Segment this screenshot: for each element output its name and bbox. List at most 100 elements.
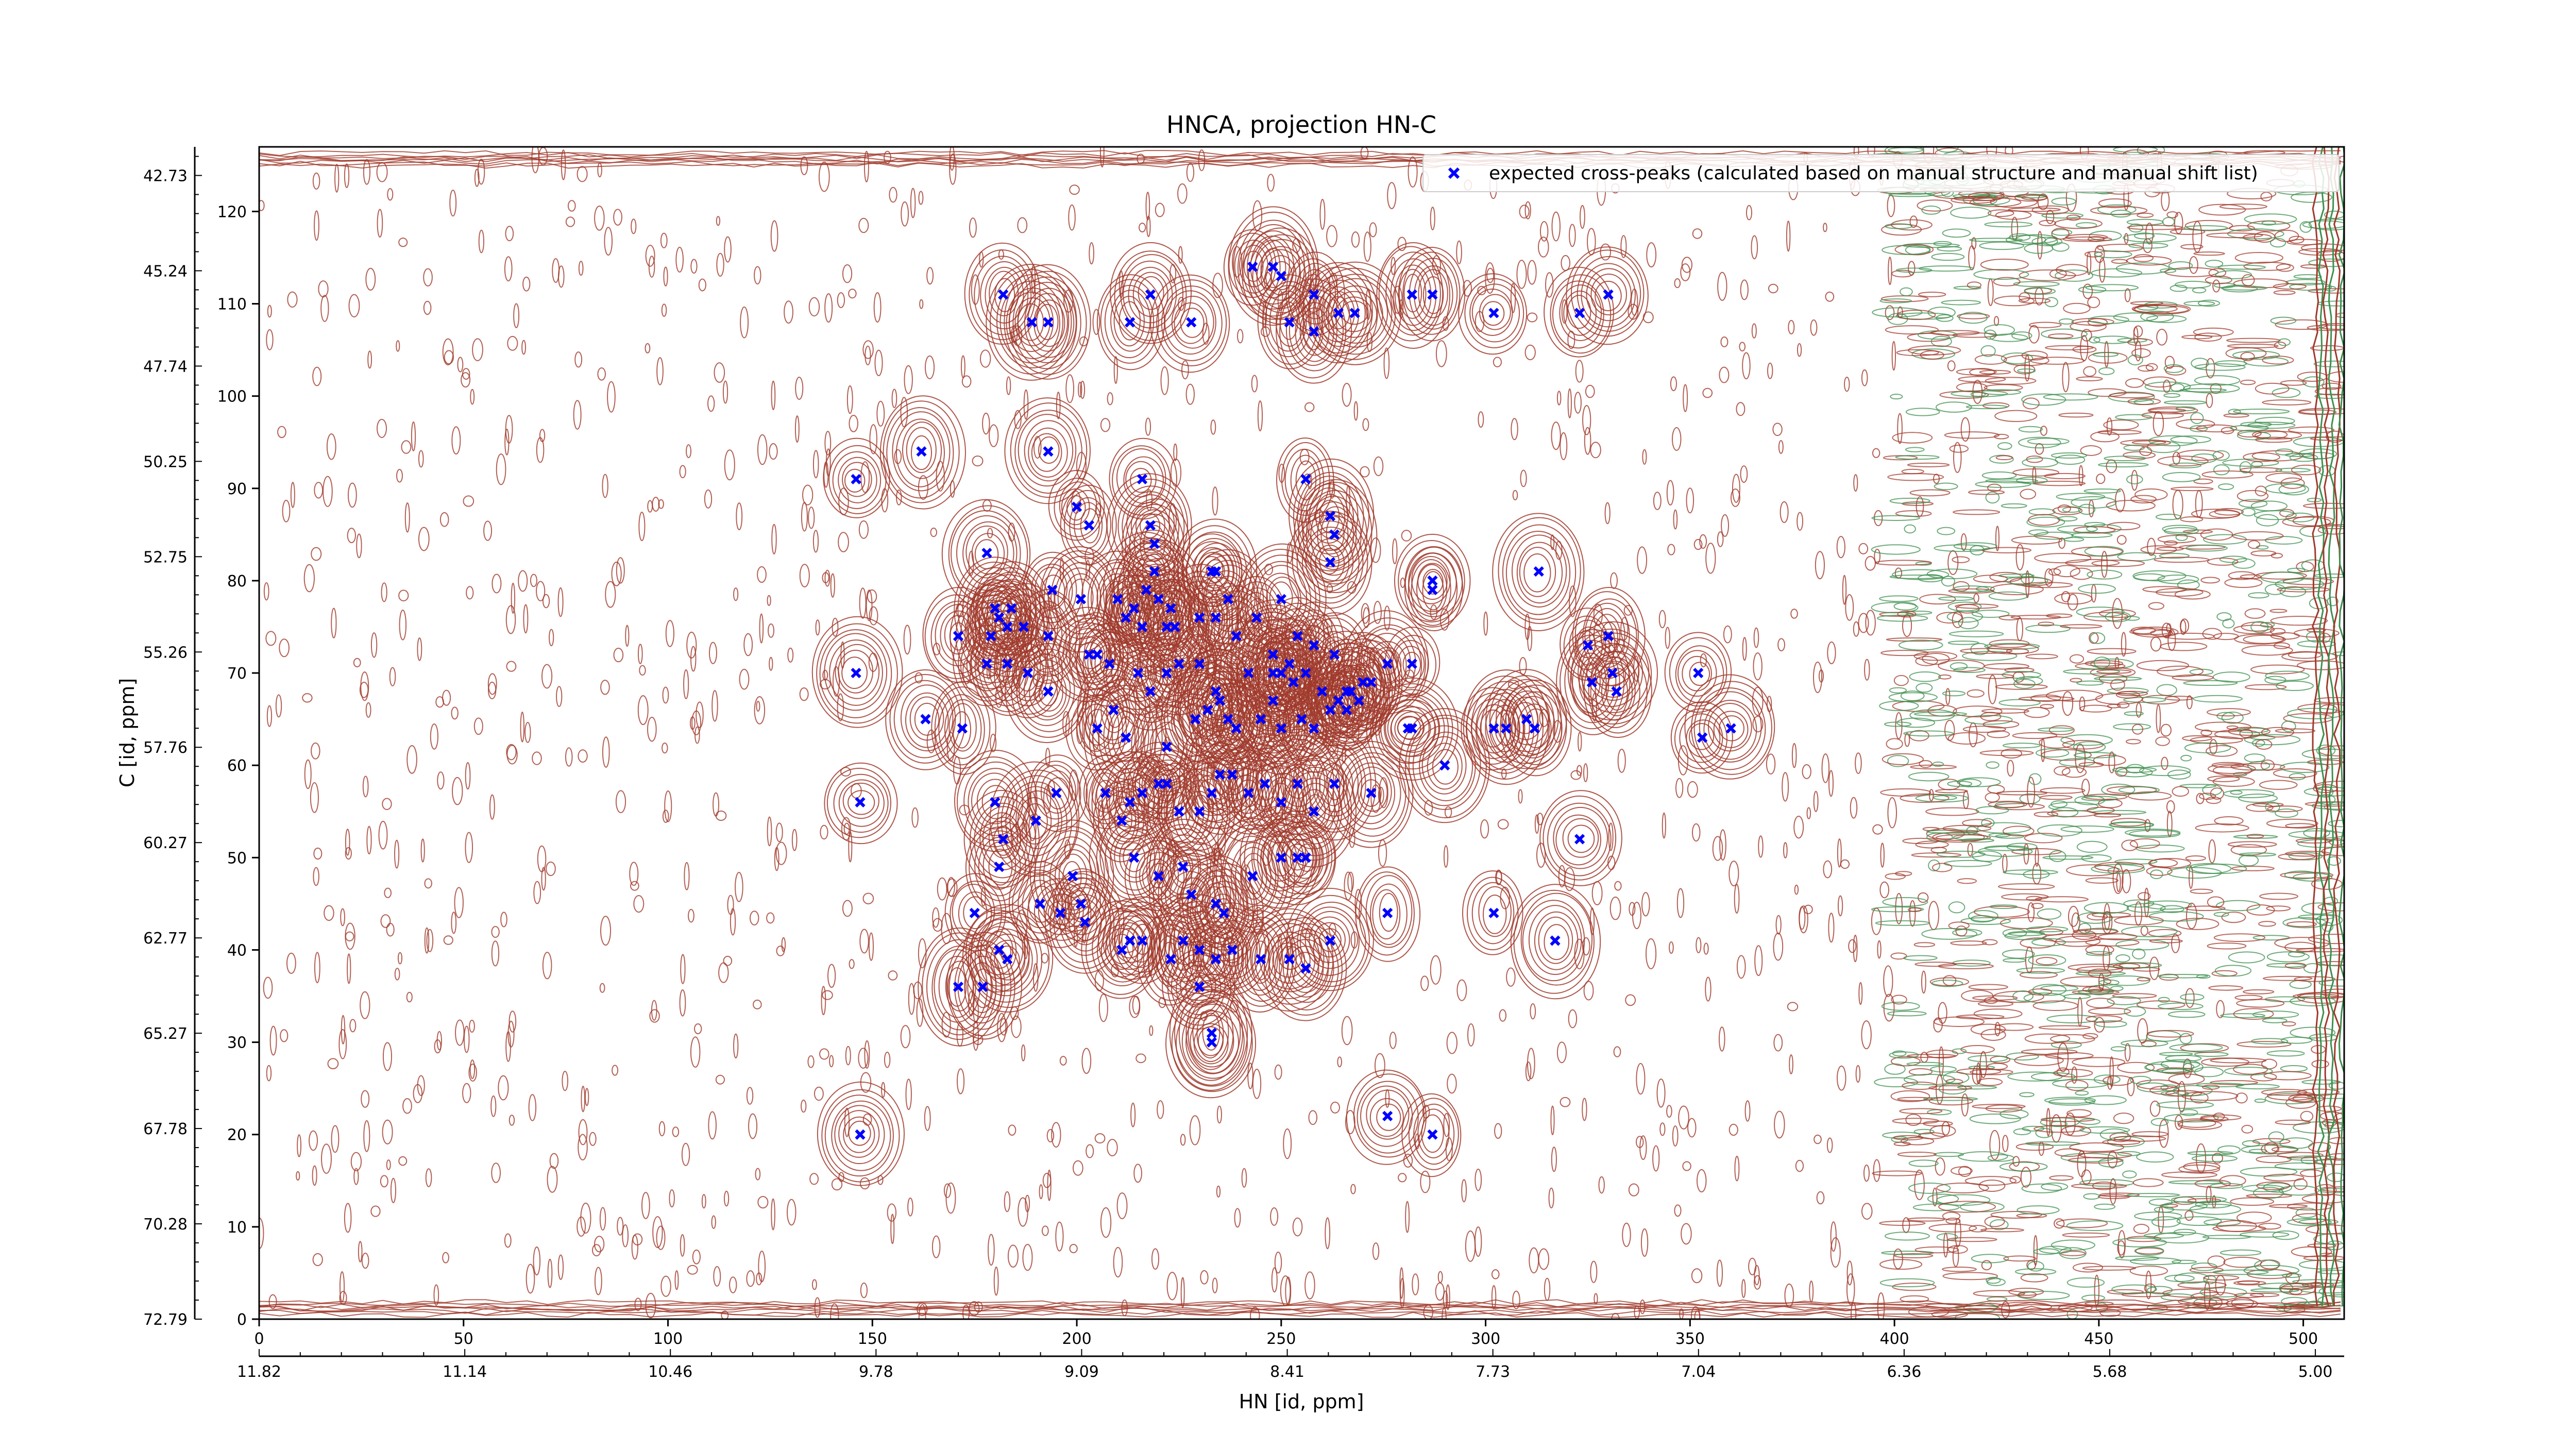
noise-contour [469, 1059, 476, 1079]
streak-contour [2124, 616, 2140, 621]
cross-peak-point [1382, 1110, 1393, 1122]
noise-contour [1415, 1133, 1420, 1150]
peak-contour-ring [1176, 961, 1222, 1015]
noise-contour [436, 1031, 442, 1051]
streak-contour [2228, 571, 2256, 580]
noise-contour [580, 1202, 591, 1234]
streak-contour [2027, 437, 2070, 445]
cross-peak-point [981, 659, 992, 669]
peak-contour-ring [1469, 283, 1520, 343]
streak-contour [2129, 1265, 2168, 1276]
peak-contour-ring [1015, 790, 1059, 849]
streak-contour [1980, 1227, 2025, 1233]
noise-contour [466, 586, 474, 600]
noise-contour [1023, 389, 1029, 420]
noise-contour [318, 280, 329, 298]
noise-contour [662, 810, 669, 823]
peak-contour-ring [1038, 436, 1060, 464]
streak-contour [1922, 652, 1950, 665]
streak-contour [2011, 535, 2063, 545]
noise-contour [1717, 531, 1724, 547]
noise-contour [1616, 638, 1625, 653]
noise-contour [1681, 1223, 1692, 1245]
streak-contour [2074, 795, 2106, 805]
streak-contour [2001, 503, 2027, 509]
noise-contour [1524, 201, 1531, 220]
streak-contour [2207, 776, 2240, 782]
noise-contour [679, 989, 686, 1017]
streak-contour [2223, 789, 2275, 798]
streak-contour [2204, 1219, 2241, 1226]
noise-contour [496, 453, 506, 485]
streak-contour [1890, 394, 1903, 400]
noise-contour [1853, 934, 1858, 963]
streak-contour [1958, 1166, 1972, 1177]
peak-contour-ring [1693, 687, 1766, 770]
cross-peak-point [1406, 289, 1417, 300]
streak-contour [1949, 444, 1969, 453]
noise-contour [1971, 237, 1977, 250]
noise-contour [723, 1190, 730, 1207]
peak-contour-ring [1068, 578, 1094, 617]
noise-contour [968, 550, 974, 576]
streak-contour [2163, 393, 2181, 398]
noise-contour [637, 695, 649, 726]
noise-contour [1177, 183, 1188, 204]
streak-contour [2221, 912, 2246, 923]
streak-contour [2002, 928, 2027, 938]
streak-contour [2121, 1039, 2168, 1047]
peak-contour-ring [1257, 810, 1336, 905]
streak-contour [2117, 1151, 2141, 1156]
streak-contour [2050, 1239, 2095, 1251]
cross-peak-point [994, 945, 1005, 955]
streak-contour [2270, 616, 2328, 626]
peak-contour-ring [1278, 821, 1335, 895]
peak-contour-ring [1496, 679, 1559, 757]
streak-contour [2027, 1261, 2044, 1272]
noise-contour [1217, 823, 1226, 855]
peak-contour-ring [902, 422, 942, 479]
peak-contour-ring [1046, 777, 1070, 810]
streak-contour [2042, 934, 2099, 942]
noise-contour [645, 343, 651, 353]
peak-contour-ring [1427, 743, 1463, 790]
streak-contour [1879, 1278, 1935, 1288]
noise-contour [1610, 572, 1618, 589]
streak-contour [2293, 274, 2322, 279]
noise-contour [524, 721, 531, 743]
peak-contour-ring [1586, 268, 1632, 322]
streak-contour [2084, 660, 2124, 667]
peak-contour-ring [1105, 928, 1139, 970]
streak-contour [1986, 1276, 2001, 1284]
peak-contour-ring [1479, 294, 1511, 330]
streak-contour [2191, 453, 2217, 463]
streak-contour [1981, 708, 2030, 714]
peak-contour-ring [1556, 629, 1631, 735]
peak-contour-ring [967, 962, 997, 1014]
noise-contour [675, 246, 684, 273]
noise-contour [622, 1224, 629, 1248]
noise-contour [723, 955, 733, 966]
streak-contour [2280, 477, 2305, 489]
noise-contour [652, 1216, 663, 1249]
noise-contour [707, 395, 715, 412]
cross-peak-point [1218, 907, 1229, 918]
streak-contour [2234, 252, 2283, 264]
noise-contour [979, 251, 984, 268]
streak-contour [2219, 1249, 2262, 1256]
noise-contour [1510, 283, 1516, 313]
streak-contour [1880, 788, 1931, 797]
streak-contour [1997, 442, 2012, 450]
noise-contour [613, 209, 622, 226]
noise-contour [1240, 888, 1247, 915]
streak-contour [2200, 528, 2233, 541]
legend-entry-label: expected cross-peaks (calculated based o… [1489, 163, 2258, 184]
noise-contour [1223, 936, 1233, 953]
streak-contour [2091, 912, 2131, 918]
noise-contour [353, 1168, 359, 1185]
noise-contour [528, 1094, 537, 1121]
noise-contour [509, 1115, 515, 1126]
noise-contour [769, 443, 778, 460]
peak-contour-ring [1062, 622, 1117, 684]
noise-contour [313, 867, 319, 886]
